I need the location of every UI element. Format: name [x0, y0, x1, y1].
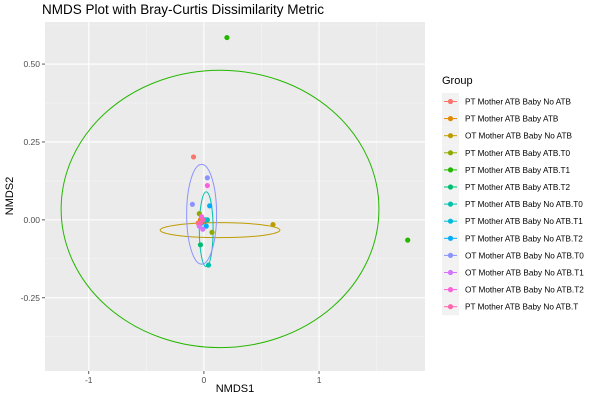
data-point — [205, 262, 212, 268]
legend-item: PT Mother ATB Baby No ATB.T — [442, 298, 578, 316]
data-point — [200, 226, 206, 232]
legend-item: PT Mother ATB Baby No ATB — [442, 93, 572, 110]
legend-label: PT Mother ATB Baby No ATB.T — [465, 303, 578, 312]
data-point — [203, 223, 209, 229]
legend-item: PT Mother ATB Baby No ATB.T2 — [442, 229, 583, 247]
minor-gridlines — [45, 22, 425, 371]
x-tick-label: 0 — [202, 375, 207, 385]
data-point — [224, 34, 230, 41]
legend-item: PT Mother ATB Baby ATB.T1 — [442, 161, 571, 179]
legend-label: OT Mother ATB Baby No ATB.T1 — [465, 269, 584, 278]
data-point — [197, 220, 204, 226]
legend-label: OT Mother ATB Baby No ATB — [465, 132, 572, 141]
legend-key-point — [447, 218, 454, 224]
legend-key-point — [447, 201, 454, 207]
legend-key-point — [447, 269, 454, 276]
legend-item: OT Mother ATB Baby No ATB.T1 — [442, 264, 584, 281]
legend-item: PT Mother ATB Baby ATB.T2 — [442, 178, 571, 196]
legend-key-point — [447, 150, 454, 156]
data-point — [189, 201, 195, 207]
x-tick-label: 1 — [317, 375, 322, 385]
data-point — [204, 175, 210, 181]
ellipses-layer — [60, 69, 380, 349]
data-point — [207, 203, 213, 209]
legend-key-point — [447, 304, 454, 310]
legend-label: PT Mother ATB Baby No ATB.T2 — [465, 234, 583, 243]
legend-item: PT Mother ATB Baby No ATB.T0 — [442, 195, 583, 213]
legend-label: PT Mother ATB Baby ATB.T2 — [465, 183, 571, 192]
data-point — [197, 242, 204, 248]
data-point — [405, 237, 411, 243]
x-axis-title: NMDS1 — [216, 383, 255, 395]
y-axis: 0.50 0.25 0.00 -0.25 — [21, 59, 45, 303]
confidence-ellipse — [186, 163, 218, 265]
confidence-ellipse — [159, 222, 281, 239]
data-point — [204, 182, 210, 189]
legend-item: OT Mother ATB Baby No ATB.T0 — [442, 246, 584, 264]
legend-item: PT Mother ATB Baby No ATB.T1 — [442, 212, 583, 230]
legend-label: PT Mother ATB Baby No ATB.T0 — [465, 200, 583, 209]
legend-item: PT Mother ATB Baby ATB — [442, 110, 559, 128]
y-tick-label: 0.50 — [23, 59, 40, 69]
legend-key-point — [447, 252, 454, 258]
legend-key-point — [447, 98, 454, 105]
x-tick-label: -1 — [85, 375, 93, 385]
legend-label: PT Mother ATB Baby ATB.T0 — [465, 149, 571, 158]
y-tick-label: 0.25 — [23, 137, 40, 147]
y-tick-label: -0.25 — [21, 293, 41, 303]
legend-label: PT Mother ATB Baby ATB.T1 — [465, 166, 571, 175]
confidence-ellipse — [198, 191, 214, 268]
legend-label: OT Mother ATB Baby No ATB.T2 — [465, 286, 584, 295]
legend-title: Group — [442, 75, 473, 87]
legend-item: OT Mother ATB Baby No ATB.T2 — [442, 281, 584, 299]
chart-title: NMDS Plot with Bray-Curtis Dissimilarity… — [42, 2, 324, 17]
y-tick-label: 0.00 — [23, 215, 40, 225]
legend-key-point — [447, 287, 454, 293]
legend-key-point — [447, 116, 454, 122]
major-gridlines — [45, 22, 425, 371]
data-point — [190, 154, 197, 160]
legend-label: PT Mother ATB Baby ATB — [465, 115, 559, 124]
x-axis: -1 0 1 — [85, 371, 322, 385]
y-axis-title: NMDS2 — [4, 177, 16, 216]
data-point — [209, 229, 215, 235]
legend-key-point — [447, 133, 454, 139]
legend: PT Mother ATB Baby No ATB PT Mother ATB B… — [442, 93, 584, 316]
legend-label: PT Mother ATB Baby No ATB — [465, 98, 572, 107]
legend-item: PT Mother ATB Baby ATB.T0 — [442, 144, 571, 162]
confidence-ellipse — [60, 69, 380, 349]
plot-panel — [45, 22, 425, 371]
legend-label: OT Mother ATB Baby No ATB.T0 — [465, 251, 584, 260]
legend-label: PT Mother ATB Baby No ATB.T1 — [465, 217, 583, 226]
legend-item: OT Mother ATB Baby No ATB — [442, 127, 572, 145]
points-layer — [189, 34, 411, 268]
legend-key-point — [447, 235, 454, 241]
legend-key-point — [447, 184, 454, 190]
legend-key-point — [447, 167, 454, 173]
data-point — [270, 221, 276, 228]
